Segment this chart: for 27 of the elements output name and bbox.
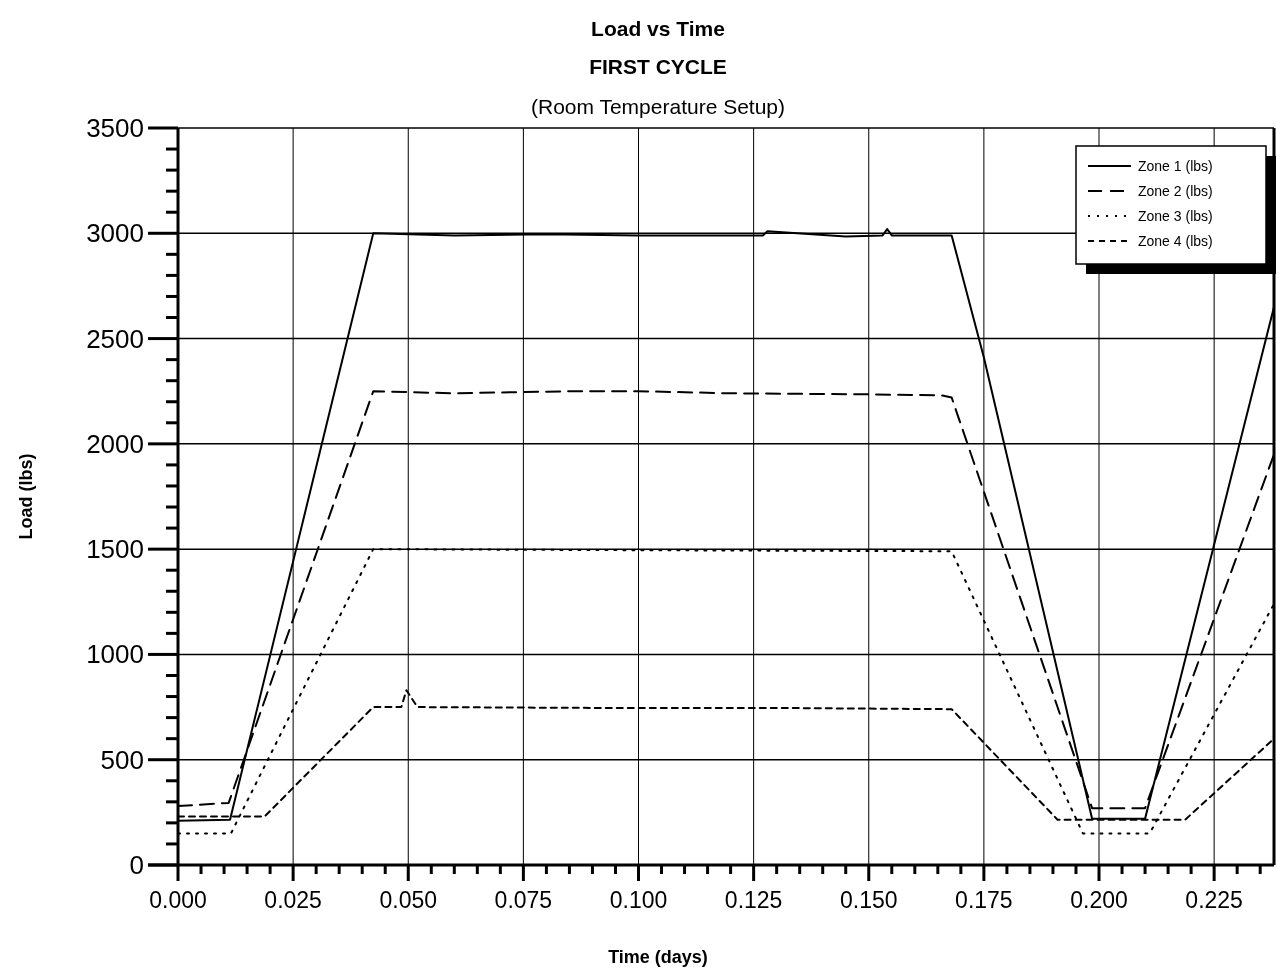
x-tick-label: 0.125	[724, 887, 783, 913]
x-tick-label: 0.000	[149, 887, 207, 913]
legend-label: Zone 1 (lbs)	[1138, 158, 1213, 174]
y-axis-title: Load (lbs)	[16, 453, 36, 540]
y-tick-label: 2000	[86, 428, 144, 459]
x-tick-label: 0.225	[1185, 887, 1243, 913]
x-tick-label: 0.100	[609, 887, 668, 913]
x-tick-label: 0.200	[1070, 887, 1128, 913]
chart-subtitle: FIRST CYCLE	[589, 55, 727, 78]
legend-label: Zone 2 (lbs)	[1138, 183, 1213, 199]
x-tick-label: 0.025	[264, 887, 322, 913]
chart-title: Load vs Time	[591, 17, 725, 40]
legend-label: Zone 4 (lbs)	[1138, 233, 1213, 249]
x-tick-label: 0.150	[839, 887, 898, 913]
legend-label: Zone 3 (lbs)	[1138, 208, 1213, 224]
y-tick-label: 3000	[86, 218, 144, 249]
y-tick-label: 1500	[86, 534, 144, 565]
y-tick-label: 0	[129, 850, 144, 880]
x-tick-label: 0.075	[494, 887, 553, 913]
y-tick-label: 2500	[86, 323, 144, 354]
y-tick-label: 1000	[86, 639, 144, 670]
x-axis-title: Time (days)	[608, 947, 708, 967]
y-tick-label: 500	[100, 744, 144, 775]
x-tick-label: 0.175	[955, 887, 1013, 913]
x-tick-label: 0.050	[379, 887, 438, 913]
y-tick-label: 3500	[86, 113, 144, 143]
text: (Room Temperature Setup)	[530, 95, 786, 118]
